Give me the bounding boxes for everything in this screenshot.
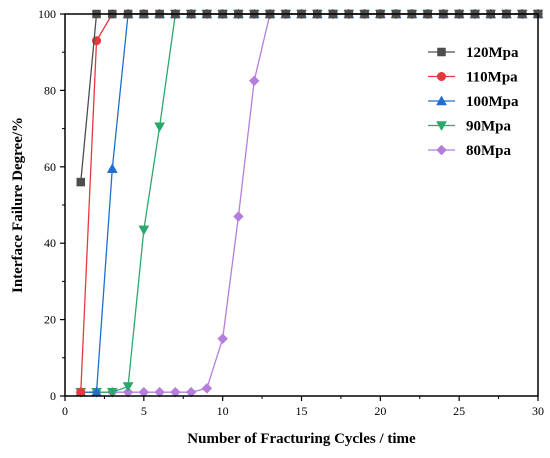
- data-point: [248, 75, 260, 87]
- data-point: [170, 386, 181, 398]
- legend-item: 90Mpa: [428, 119, 512, 135]
- legend-label: 100Mpa: [466, 94, 519, 110]
- series-110Mpa: [76, 9, 543, 397]
- legend-item: 120Mpa: [428, 45, 519, 61]
- legend-item: 80Mpa: [428, 143, 512, 159]
- legend-marker: [437, 47, 446, 57]
- series-90Mpa: [75, 9, 544, 398]
- legend-label: 80Mpa: [466, 143, 512, 159]
- legend-item: 110Mpa: [428, 70, 518, 86]
- data-point: [233, 211, 244, 222]
- x-tick-label: 30: [532, 404, 544, 418]
- legend-label: 120Mpa: [466, 45, 519, 61]
- x-axis-title: Number of Fracturing Cycles / time: [187, 431, 416, 447]
- legend-item: 100Mpa: [428, 94, 519, 110]
- data-point: [76, 387, 86, 397]
- data-point: [185, 386, 197, 398]
- data-point: [138, 225, 150, 236]
- legend-marker: [436, 121, 447, 132]
- y-tick-label: 60: [44, 160, 56, 174]
- data-point: [154, 386, 165, 398]
- y-tick-label: 20: [44, 313, 56, 327]
- y-tick-label: 80: [44, 83, 56, 97]
- y-tick-label: 40: [44, 236, 56, 250]
- legend: 120Mpa 110Mpa 100Mpa 90Mpa 80Mpa: [428, 45, 519, 159]
- legend-marker: [436, 95, 447, 106]
- y-tick-label: 100: [38, 7, 56, 21]
- data-point: [154, 122, 166, 133]
- legend-marker: [436, 144, 447, 156]
- data-point: [201, 383, 213, 394]
- legend-label: 90Mpa: [466, 119, 512, 135]
- data-point: [106, 387, 118, 398]
- ticks-layer: 0 5 10 15 20 25 30 0 20 40 60 80 100: [38, 7, 544, 418]
- x-tick-label: 0: [62, 404, 68, 418]
- legend-label: 110Mpa: [466, 70, 518, 86]
- x-tick-label: 25: [453, 404, 465, 418]
- data-point: [106, 163, 118, 173]
- x-tick-label: 10: [217, 404, 229, 418]
- data-point: [217, 333, 229, 345]
- series-layer: [75, 8, 544, 398]
- y-axis-title: Interface Failure Degree/%: [10, 117, 26, 293]
- legend-marker: [436, 71, 447, 82]
- data-point: [122, 386, 134, 398]
- x-tick-label: 20: [374, 404, 386, 418]
- data-point: [122, 382, 134, 392]
- series-100Mpa: [75, 8, 544, 397]
- data-point: [76, 177, 86, 187]
- x-tick-label: 5: [141, 404, 147, 418]
- x-tick-label: 15: [296, 404, 308, 418]
- y-tick-label: 0: [50, 389, 56, 403]
- series-80Mpa: [75, 8, 544, 398]
